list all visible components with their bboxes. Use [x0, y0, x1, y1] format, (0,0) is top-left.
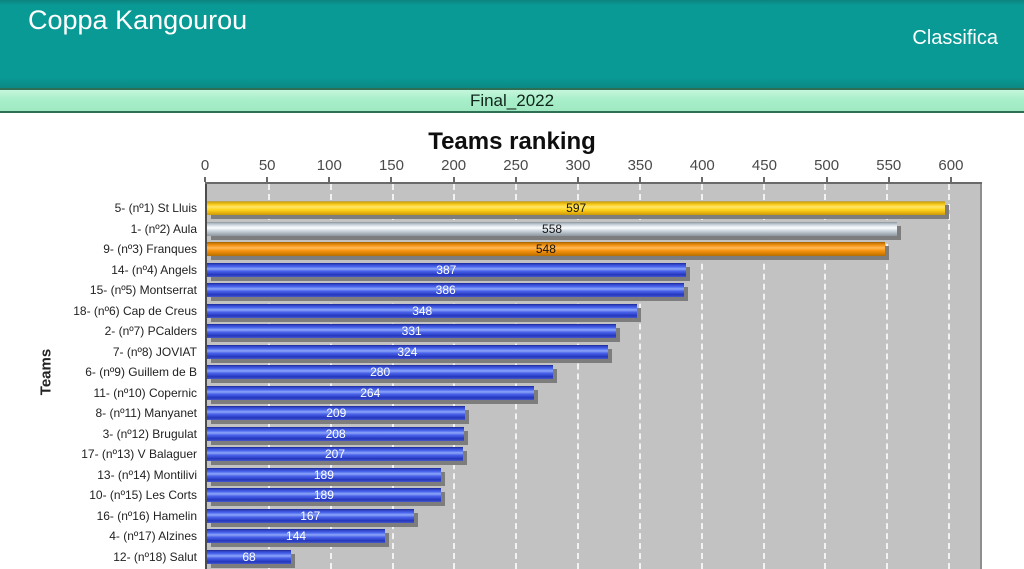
gridline [824, 184, 827, 569]
axis-tick-label: 400 [689, 157, 715, 174]
bar: 548 [207, 242, 885, 256]
axis-tick-mark [328, 177, 331, 182]
axis-tick-mark [763, 177, 766, 182]
axis-tick-mark [514, 177, 517, 182]
bar-value: 167 [300, 508, 321, 523]
x-axis: 0 50 100 150 200 250 300 350 400 450 500 550 600 [201, 157, 982, 184]
team-label: 2- (nº7) PCalders [104, 324, 197, 338]
bar-value: 558 [542, 221, 563, 236]
bar-value: 331 [401, 324, 422, 338]
axis-tick-label: 250 [503, 157, 529, 174]
bar: 264 [207, 385, 534, 400]
axis-tick-label: 500 [814, 157, 840, 174]
team-label: 12- (nº18) Salut [113, 549, 197, 564]
bar: 597 [207, 201, 946, 215]
team-label: 5- (nº1) St Lluis [114, 201, 197, 215]
team-label: 6- (nº9) Guillem de B [85, 365, 197, 379]
bar: 386 [207, 283, 685, 297]
session-bar: Final_2022 [0, 88, 1024, 113]
team-label: 14- (nº4) Angels [111, 262, 197, 277]
bar-value: 189 [313, 467, 334, 482]
axis-tick-label: 350 [627, 157, 653, 174]
bar-value: 597 [566, 201, 587, 215]
bar: 189 [207, 488, 441, 502]
bar: 209 [207, 406, 466, 420]
page-title: Classifica [912, 27, 998, 49]
team-label: 10- (nº15) Les Corts [89, 488, 197, 502]
axis-tick-mark [266, 177, 269, 182]
app-title: Coppa Kangourou [28, 5, 248, 35]
axis-tick-mark [452, 177, 455, 182]
axis-tick-label: 300 [565, 157, 591, 174]
team-label: 3- (nº12) Brugulat [102, 426, 197, 441]
team-label: 15- (nº5) Montserrat [89, 283, 197, 297]
bar-value: 189 [313, 488, 334, 502]
axis-tick-label: 100 [316, 157, 342, 174]
gridline [577, 184, 580, 569]
gridline [762, 184, 765, 569]
axis-tick-label: 150 [378, 157, 404, 174]
team-label: 18- (nº6) Cap de Creus [73, 303, 197, 318]
team-label: 4- (nº17) Alzines [109, 529, 197, 543]
bar: 348 [207, 303, 638, 318]
chart-title: Teams ranking [428, 128, 596, 155]
team-label: 13- (nº14) Montilivi [97, 467, 197, 482]
bar-value: 209 [326, 406, 347, 420]
bar-value: 386 [435, 283, 456, 297]
bar: 189 [207, 467, 441, 482]
bar-value: 264 [360, 385, 381, 400]
gridline [886, 184, 889, 569]
bar: 167 [207, 508, 414, 523]
bar-value: 280 [370, 365, 391, 379]
axis-tick-label: 50 [258, 157, 276, 174]
axis-tick-label: 0 [200, 157, 210, 174]
gridline [700, 184, 703, 569]
team-label: 9- (nº3) Franques [103, 242, 197, 256]
bar: 144 [207, 529, 386, 543]
bar-value: 348 [412, 303, 433, 318]
category-labels-column: 5- (nº1) St Lluis 1- (nº2) Aula 9- (nº3) F… [0, 184, 197, 569]
axis-tick-label: 550 [876, 157, 902, 174]
team-label: 11- (nº10) Copernic [93, 385, 197, 400]
bar: 331 [207, 324, 617, 338]
gridline [638, 184, 641, 569]
axis-tick-mark [576, 177, 579, 182]
axis-tick-mark [639, 177, 642, 182]
axis-tick-mark [204, 177, 206, 182]
team-label: 1- (nº2) Aula [130, 221, 197, 236]
gridline [948, 184, 951, 569]
bar-value: 548 [535, 242, 556, 256]
bar-value: 68 [242, 549, 256, 564]
team-label: 16- (nº16) Hamelin [96, 508, 197, 523]
bar: 207 [207, 447, 464, 461]
bar-value: 144 [286, 529, 307, 543]
bar-value: 387 [436, 262, 457, 277]
axis-tick-label: 450 [751, 157, 777, 174]
bar-value: 324 [397, 344, 418, 359]
axis-tick-label: 600 [938, 157, 964, 174]
bar: 324 [207, 344, 608, 359]
plot-area: 597 558 548 387 386 348 331 324 280 264 209 208 207 1… [205, 184, 982, 569]
bar: 208 [207, 426, 465, 441]
axis-tick-mark [390, 177, 393, 182]
axis-tick-mark [887, 177, 890, 182]
team-label: 7- (nº8) JOVIAT [112, 344, 197, 359]
axis-tick-mark [701, 177, 704, 182]
axis-tick-mark [825, 177, 828, 182]
bar: 68 [207, 549, 292, 564]
team-label: 8- (nº11) Manyanet [95, 406, 197, 420]
bar: 280 [207, 365, 554, 379]
axis-tick-mark [949, 177, 952, 182]
session-label: Final_2022 [469, 90, 555, 110]
bar: 558 [207, 221, 898, 236]
team-label: 17- (nº13) V Balaguer [81, 447, 197, 461]
app-header: Coppa Kangourou Classifica [0, 0, 1024, 88]
bar-value: 207 [324, 447, 346, 461]
bar: 387 [207, 262, 686, 277]
axis-tick-label: 200 [441, 157, 467, 174]
bar-value: 208 [325, 426, 346, 441]
